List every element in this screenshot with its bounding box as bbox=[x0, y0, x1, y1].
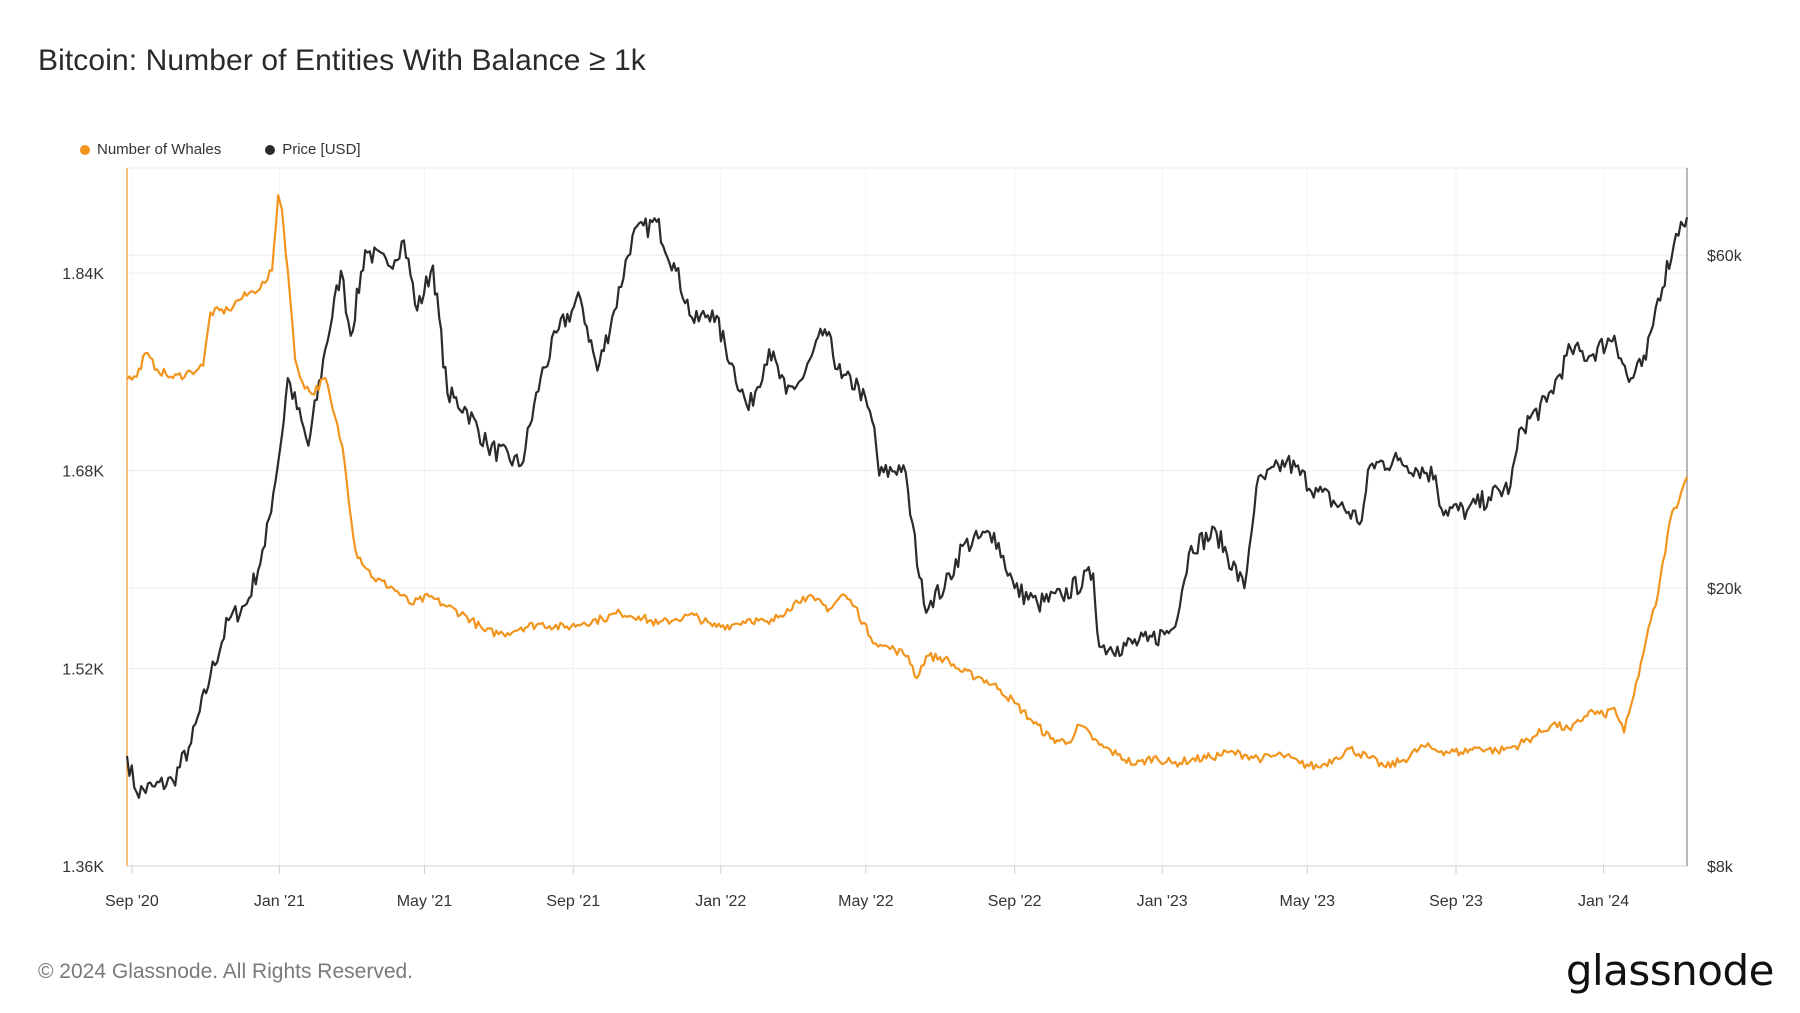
x-tick-label: Jan '23 bbox=[1137, 893, 1188, 910]
y-right-tick-label: $60k bbox=[1707, 248, 1743, 265]
x-tick-label: Sep '20 bbox=[105, 893, 159, 910]
y-right-tick-label: $8k bbox=[1707, 859, 1734, 876]
x-tick-label: Jan '21 bbox=[254, 893, 305, 910]
x-tick-label: Jan '24 bbox=[1578, 893, 1629, 910]
legend-dot-whales bbox=[80, 144, 90, 155]
x-tick-label: May '21 bbox=[397, 893, 453, 910]
chart-title: Bitcoin: Number of Entities With Balance… bbox=[38, 44, 646, 77]
chart-legend: Number of Whales Price [USD] bbox=[80, 141, 361, 158]
y-left-tick-label: 1.68K bbox=[62, 464, 104, 481]
legend-label-price: Price [USD] bbox=[282, 141, 361, 158]
x-tick-label: Sep '22 bbox=[988, 893, 1042, 910]
legend-item-price[interactable]: Price [USD] bbox=[265, 141, 361, 158]
x-tick-label: Sep '23 bbox=[1429, 893, 1483, 910]
legend-item-whales[interactable]: Number of Whales bbox=[80, 141, 221, 158]
x-tick-label: May '23 bbox=[1280, 893, 1336, 910]
legend-dot-price bbox=[265, 144, 276, 155]
copyright-footer: © 2024 Glassnode. All Rights Reserved. bbox=[38, 960, 414, 983]
legend-label-whales: Number of Whales bbox=[97, 141, 222, 158]
y-right-tick-label: $20k bbox=[1707, 581, 1743, 598]
x-tick-label: May '22 bbox=[838, 893, 894, 910]
y-left-tick-label: 1.36K bbox=[62, 859, 104, 876]
series-line-price bbox=[125, 217, 1689, 799]
glassnode-logo: glassnode bbox=[1565, 946, 1775, 995]
x-tick-label: Sep '21 bbox=[546, 893, 600, 910]
series-line-whales bbox=[126, 194, 1689, 771]
y-left-tick-label: 1.52K bbox=[62, 661, 104, 678]
x-tick-label: Jan '22 bbox=[695, 893, 746, 910]
y-left-tick-label: 1.84K bbox=[62, 266, 104, 283]
